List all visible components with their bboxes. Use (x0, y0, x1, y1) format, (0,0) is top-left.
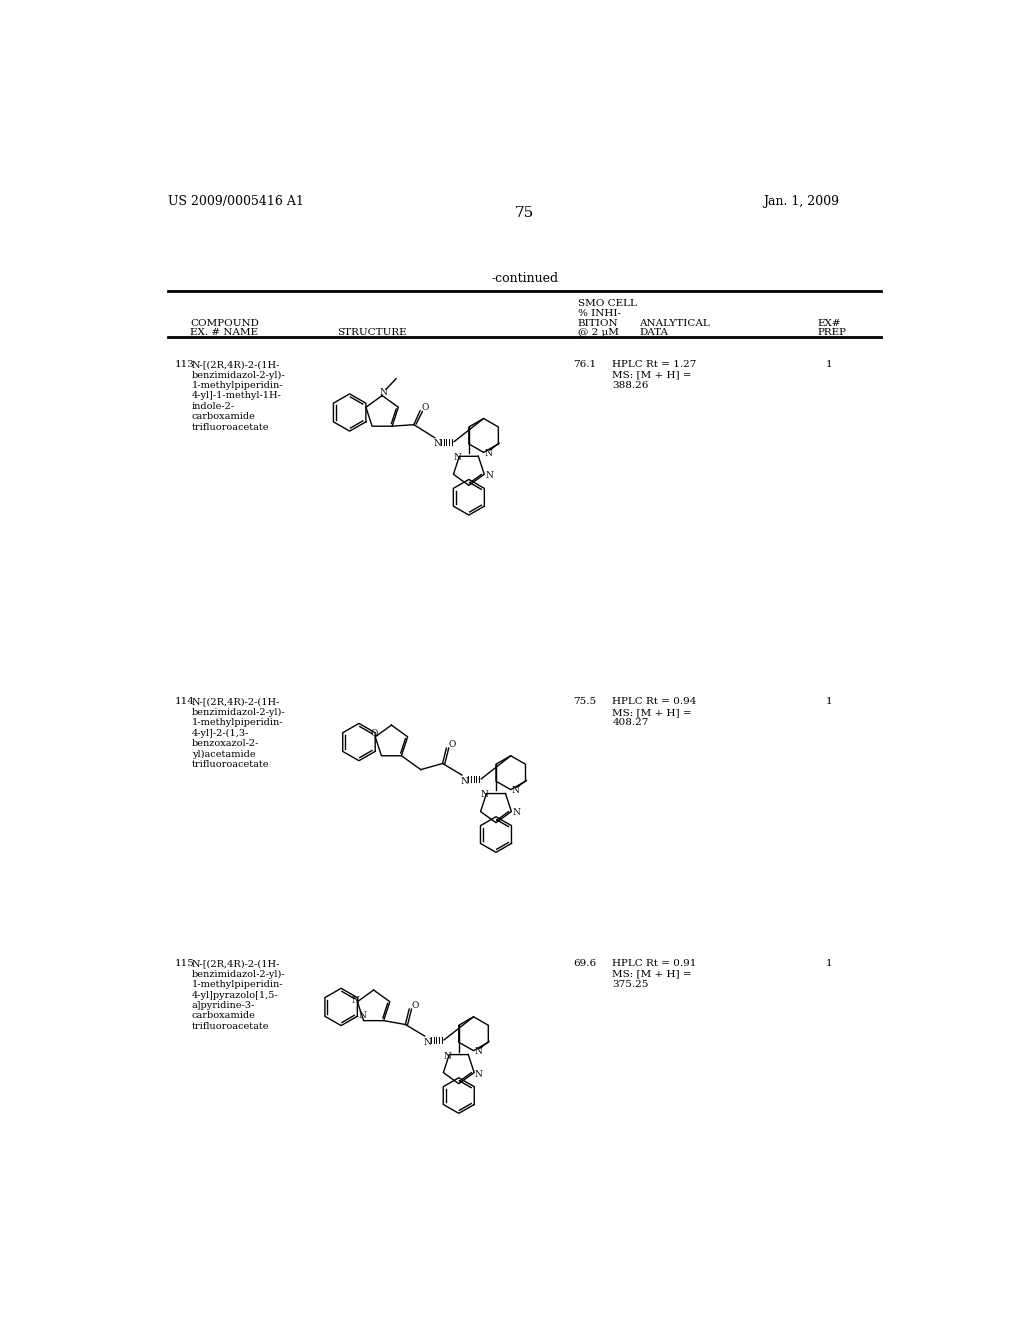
Text: HPLC Rt = 1.27
MS: [M + H] =
388.26: HPLC Rt = 1.27 MS: [M + H] = 388.26 (612, 360, 696, 389)
Text: O: O (449, 741, 456, 750)
Text: 75: 75 (515, 206, 535, 220)
Text: 1: 1 (825, 697, 833, 706)
Text: COMPOUND: COMPOUND (190, 318, 259, 327)
Text: N: N (433, 440, 441, 449)
Text: O: O (371, 729, 378, 738)
Text: US 2009/0005416 A1: US 2009/0005416 A1 (168, 195, 304, 209)
Text: ANALYTICAL: ANALYTICAL (640, 318, 711, 327)
Text: 75.5: 75.5 (573, 697, 597, 706)
Text: N: N (480, 791, 488, 800)
Text: % INHI-: % INHI- (578, 309, 621, 318)
Text: DATA: DATA (640, 327, 669, 337)
Text: 1: 1 (825, 960, 833, 968)
Text: 69.6: 69.6 (573, 960, 597, 968)
Text: EX. # NAME: EX. # NAME (190, 327, 258, 337)
Text: 114: 114 (174, 697, 195, 706)
Text: 1: 1 (825, 360, 833, 370)
Text: N: N (380, 388, 388, 397)
Text: O: O (412, 1002, 419, 1010)
Text: HPLC Rt = 0.94
MS: [M + H] =
408.27: HPLC Rt = 0.94 MS: [M + H] = 408.27 (612, 697, 696, 727)
Text: N: N (512, 785, 519, 795)
Text: N: N (358, 1011, 366, 1020)
Text: Jan. 1, 2009: Jan. 1, 2009 (764, 195, 840, 209)
Text: BITION: BITION (578, 318, 618, 327)
Text: N: N (443, 1052, 451, 1060)
Text: O: O (422, 403, 429, 412)
Text: N: N (484, 449, 493, 458)
Text: N: N (453, 453, 461, 462)
Text: HPLC Rt = 0.91
MS: [M + H] =
375.25: HPLC Rt = 0.91 MS: [M + H] = 375.25 (612, 960, 696, 989)
Text: N: N (461, 776, 468, 785)
Text: 115: 115 (174, 960, 195, 968)
Text: N: N (474, 1047, 482, 1056)
Text: N: N (485, 471, 493, 480)
Text: SMO CELL: SMO CELL (578, 298, 636, 308)
Text: N-[(2R,4R)-2-(1H-
benzimidazol-2-yl)-
1-methylpiperidin-
4-yl]pyrazolo[1,5-
a]py: N-[(2R,4R)-2-(1H- benzimidazol-2-yl)- 1-… (191, 960, 285, 1031)
Text: N-[(2R,4R)-2-(1H-
benzimidazol-2-yl)-
1-methylpiperidin-
4-yl]-1-methyl-1H-
indo: N-[(2R,4R)-2-(1H- benzimidazol-2-yl)- 1-… (191, 360, 285, 432)
Text: N: N (512, 808, 520, 817)
Text: @ 2 μM: @ 2 μM (578, 327, 618, 337)
Text: -continued: -continued (492, 272, 558, 285)
Text: PREP: PREP (818, 327, 847, 337)
Text: EX#: EX# (818, 318, 842, 327)
Text: STRUCTURE: STRUCTURE (337, 327, 407, 337)
Text: N: N (351, 995, 359, 1005)
Text: N: N (475, 1069, 483, 1078)
Text: 113: 113 (174, 360, 195, 370)
Text: N-[(2R,4R)-2-(1H-
benzimidazol-2-yl)-
1-methylpiperidin-
4-yl]-2-(1,3-
benzoxazo: N-[(2R,4R)-2-(1H- benzimidazol-2-yl)- 1-… (191, 697, 285, 770)
Text: 76.1: 76.1 (573, 360, 597, 370)
Text: N: N (423, 1038, 431, 1047)
